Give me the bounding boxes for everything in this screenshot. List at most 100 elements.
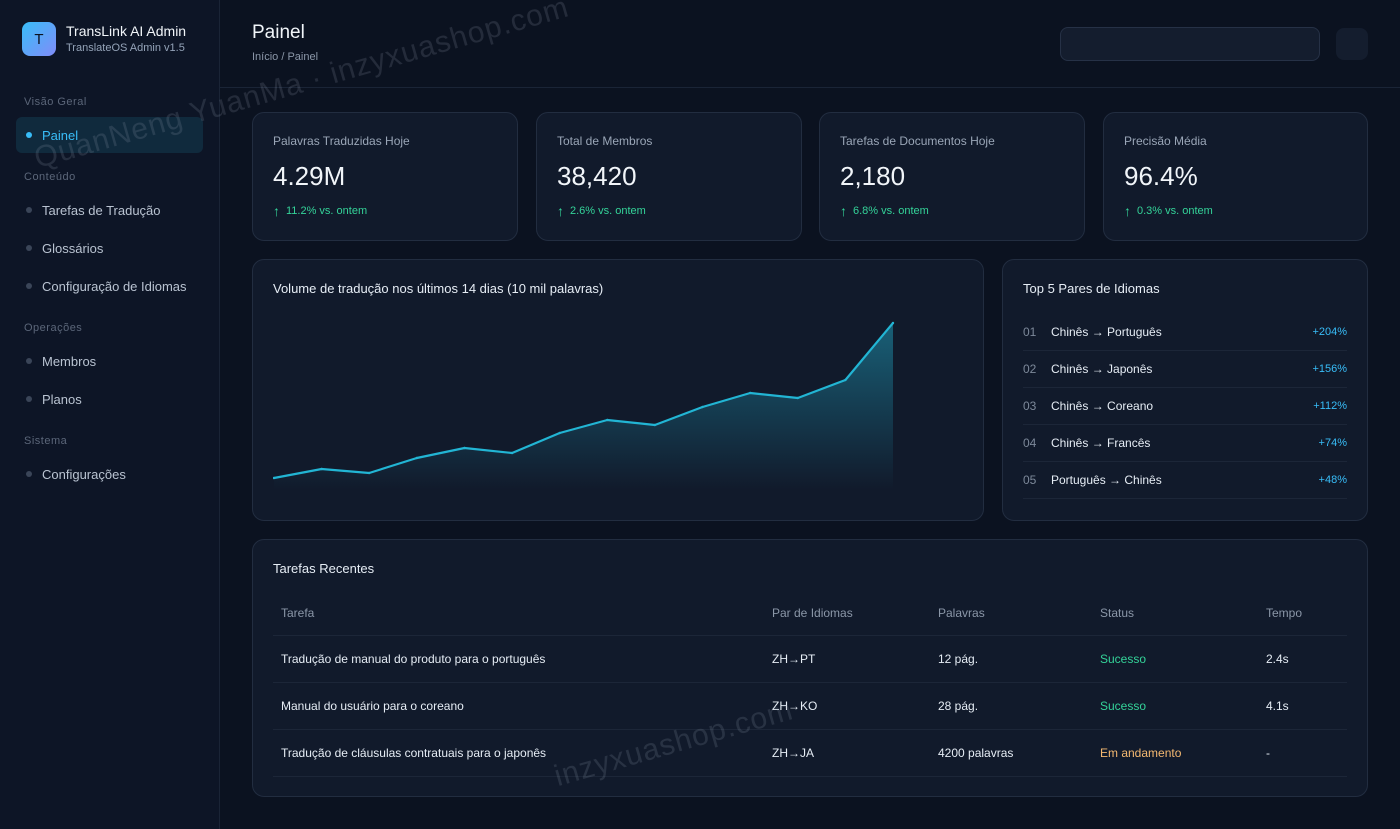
sidebar-item-plans[interactable]: Planos <box>16 381 203 417</box>
stat-delta-text: 0.3% vs. ontem <box>1137 205 1213 217</box>
column-header-time: Tempo <box>1266 605 1303 620</box>
dot-icon <box>26 245 32 251</box>
task-pair: ZH→PT <box>772 652 816 666</box>
brand-subtitle: TranslateOS Admin v1.5 <box>66 42 185 54</box>
task-name: Tradução de manual do produto para o por… <box>281 652 546 666</box>
data-point <box>796 396 799 400</box>
table-row[interactable]: Manual do usuário para o coreano ZH→KO 2… <box>273 683 1347 730</box>
stat-label: Tarefas de Documentos Hoje <box>840 134 995 148</box>
header: Painel Início / Painel <box>220 0 1400 88</box>
recent-tasks-card: Tarefas Recentes Tarefa Par de Idiomas P… <box>252 539 1368 797</box>
data-point <box>273 476 276 480</box>
task-name: Manual do usuário para o coreano <box>281 699 464 713</box>
pair-name: Português → Chinês <box>1051 473 1162 487</box>
brand-title: TransLink AI Admin <box>66 23 187 39</box>
pair-change: +48% <box>1318 474 1347 486</box>
status-badge: Sucesso <box>1100 699 1147 713</box>
arrow-up-icon: ↑ <box>273 203 280 219</box>
arrow-up-icon: ↑ <box>1124 203 1131 219</box>
sidebar-item-dashboard[interactable]: Painel <box>16 117 203 153</box>
list-item: 02 Chinês → Japonês +156% <box>1023 351 1347 388</box>
nav-section-content: Conteúdo <box>24 171 76 183</box>
data-point <box>844 378 847 382</box>
column-header-status: Status <box>1100 605 1135 620</box>
dot-icon <box>26 358 32 364</box>
stat-card-words: Palavras Traduzidas Hoje 4.29M ↑ 11.2% vs… <box>252 112 518 241</box>
stat-delta: ↑ 11.2% vs. ontem <box>273 203 367 219</box>
dot-icon <box>26 283 32 289</box>
task-words: 12 pág. <box>938 652 979 666</box>
stat-card-members: Total de Membros 38,420 ↑ 2.6% vs. ontem <box>536 112 802 241</box>
data-point <box>701 405 704 409</box>
data-point <box>606 418 609 422</box>
dot-icon <box>26 471 32 477</box>
table-header: Tarefa Par de Idiomas Palavras Status Te… <box>273 590 1347 636</box>
column-header-pair: Par de Idiomas <box>772 605 853 620</box>
stat-delta: ↑ 0.3% vs. ontem <box>1124 203 1213 219</box>
pair-name: Chinês → Coreano <box>1051 399 1154 413</box>
pair-name: Chinês → Japonês <box>1051 362 1153 376</box>
recent-tasks-title: Tarefas Recentes <box>273 561 375 576</box>
pair-name: Chinês → Francês <box>1051 436 1151 450</box>
task-pair: ZH→JA <box>772 746 814 760</box>
stat-value: 2,180 <box>840 161 906 191</box>
table-row[interactable]: Tradução de manual do produto para o por… <box>273 636 1347 683</box>
pair-name: Chinês → Português <box>1051 325 1162 339</box>
dot-icon <box>26 207 32 213</box>
pair-change: +156% <box>1312 363 1347 375</box>
header-action-button[interactable] <box>1336 28 1368 60</box>
sidebar-item-label: Configurações <box>42 466 126 482</box>
list-item: 03 Chinês → Coreano +112% <box>1023 388 1347 425</box>
sidebar-item-glossaries[interactable]: Glossários <box>16 230 203 266</box>
series-line <box>273 322 894 480</box>
data-point <box>891 321 895 325</box>
data-point <box>510 451 514 455</box>
chart-card: Volume de tradução nos últimos 14 dias (… <box>252 259 984 521</box>
sidebar-item-settings[interactable]: Configurações <box>16 456 203 492</box>
stat-card-accuracy: Precisão Média 96.4% ↑ 0.3% vs. ontem <box>1103 112 1368 241</box>
stat-delta-text: 2.6% vs. ontem <box>570 205 646 217</box>
task-name: Tradução de cláusulas contratuais para o… <box>281 746 547 760</box>
stat-value: 4.29M <box>273 161 346 191</box>
pair-change: +204% <box>1312 326 1347 338</box>
data-point <box>749 391 752 395</box>
sidebar-item-label: Painel <box>42 127 79 143</box>
dot-icon <box>26 396 32 402</box>
top-pairs-card: Top 5 Pares de Idiomas 01 Chinês → Portu… <box>1002 259 1368 521</box>
pair-change: +112% <box>1313 400 1347 412</box>
pair-rank: 04 <box>1023 436 1037 450</box>
sidebar-item-translation-tasks[interactable]: Tarefas de Tradução <box>16 192 203 228</box>
pair-change: +74% <box>1318 437 1347 449</box>
stat-label: Total de Membros <box>557 134 653 148</box>
pair-rank: 02 <box>1023 362 1037 376</box>
status-badge: Sucesso <box>1100 652 1147 666</box>
top-pairs-title: Top 5 Pares de Idiomas <box>1023 281 1160 296</box>
sidebar-item-label: Planos <box>42 391 82 407</box>
list-item: 01 Chinês → Português +204% <box>1023 314 1347 351</box>
sidebar-item-members[interactable]: Membros <box>16 343 203 379</box>
data-point <box>320 467 323 471</box>
series-area <box>274 323 893 490</box>
data-point <box>415 456 418 460</box>
sidebar-item-label: Tarefas de Tradução <box>42 202 161 218</box>
data-point <box>368 471 371 475</box>
list-item: 05 Português → Chinês +48% <box>1023 462 1347 499</box>
sidebar-item-label: Membros <box>42 353 97 369</box>
sidebar-item-label: Configuração de Idiomas <box>42 278 187 294</box>
task-words: 28 pág. <box>938 699 979 713</box>
data-point <box>558 431 561 435</box>
column-header-words: Palavras <box>938 605 985 620</box>
nav-section-overview: Visão Geral <box>24 96 87 108</box>
list-item: 04 Chinês → Francês +74% <box>1023 425 1347 462</box>
search-input[interactable] <box>1060 27 1320 61</box>
stat-value: 96.4% <box>1124 161 1198 191</box>
task-pair: ZH→KO <box>772 699 818 713</box>
data-point <box>653 423 657 427</box>
dot-icon <box>26 132 32 138</box>
task-time: 4.1s <box>1266 699 1289 713</box>
table-row[interactable]: Tradução de cláusulas contratuais para o… <box>273 730 1347 777</box>
sidebar-item-language-config[interactable]: Configuração de Idiomas <box>16 268 203 304</box>
stat-delta-text: 11.2% vs. ontem <box>286 205 368 217</box>
nav-section-operations: Operações <box>24 322 83 334</box>
stat-delta-text: 6.8% vs. ontem <box>853 205 929 217</box>
